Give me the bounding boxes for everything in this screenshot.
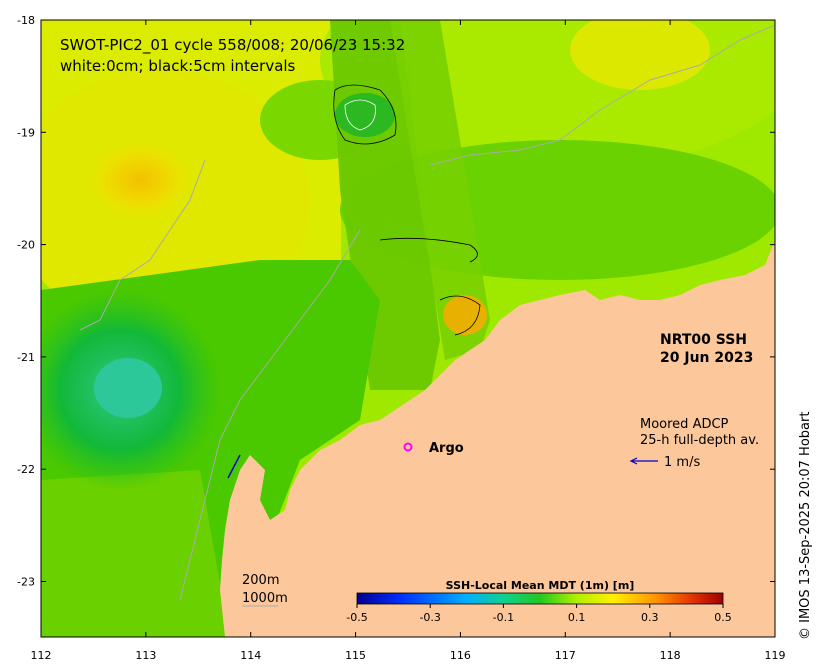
- zero-contours: [344, 99, 376, 131]
- x-tick-label: 117: [555, 649, 576, 662]
- x-tick-label: 112: [31, 649, 52, 662]
- y-axis: -18 -19 -20 -21 -22 -23: [17, 14, 775, 589]
- colorbar-tick-label: 0.5: [714, 611, 732, 624]
- y-tick-label: -23: [17, 576, 35, 589]
- argo-label: Argo: [429, 441, 464, 456]
- x-tick-label: 119: [765, 649, 786, 662]
- adcp-legend-line-1: Moored ADCP: [640, 417, 729, 432]
- isobaths: [79, 24, 775, 601]
- colorbar-tick-label: 0.1: [568, 611, 586, 624]
- y-tick-label: -20: [17, 239, 35, 252]
- adcp-vector: [227, 454, 241, 479]
- colorbar-tick-label: -0.3: [419, 611, 440, 624]
- adcp-scale-label: 1 m/s: [664, 455, 700, 470]
- colorbar-ticks: -0.5 -0.3 -0.1 0.1 0.3 0.5: [346, 604, 732, 624]
- isobath-legend-200: 200m: [242, 573, 279, 588]
- map-field: [41, 20, 775, 637]
- x-tick-label: 113: [135, 649, 156, 662]
- credit: © IMOS 13-Sep-2025 20:07 Hobart: [798, 412, 813, 640]
- adcp-scale-arrowhead: [629, 457, 638, 465]
- colorbar-tick-label: -0.1: [493, 611, 514, 624]
- y-tick-label: -18: [17, 14, 35, 27]
- colorbar: SSH-Local Mean MDT (1m) [m] -0.5 -0.3 -0.1…: [346, 579, 731, 624]
- product-date: 20 Jun 2023: [660, 350, 753, 366]
- product-label: NRT00 SSH: [660, 332, 747, 348]
- contours: [333, 84, 481, 336]
- title-line-1: SWOT-PIC2_01 cycle 558/008; 20/06/23 15:…: [60, 36, 405, 55]
- colorbar-ramp: [356, 592, 724, 605]
- colorbar-tick-label: -0.5: [346, 611, 367, 624]
- colorbar-tick-label: 0.3: [641, 611, 659, 624]
- y-tick-label: -19: [17, 126, 35, 139]
- x-tick-label: 114: [240, 649, 261, 662]
- title-line-2: white:0cm; black:5cm intervals: [60, 57, 296, 75]
- x-tick-label: 118: [660, 649, 681, 662]
- land-mass: [220, 240, 775, 637]
- x-tick-label: 116: [450, 649, 471, 662]
- plot-frame: [40, 19, 776, 638]
- y-tick-label: -21: [17, 351, 35, 364]
- adcp-legend-line-2: 25-h full-depth av.: [640, 433, 759, 448]
- colorbar-label: SSH-Local Mean MDT (1m) [m]: [446, 579, 635, 592]
- y-tick-label: -22: [17, 463, 35, 476]
- isobath-legend-1000: 1000m: [242, 591, 288, 606]
- x-axis: 112 113 114 115 116 117 118 119: [31, 20, 786, 662]
- x-tick-label: 115: [345, 649, 366, 662]
- argo-marker: [403, 442, 413, 452]
